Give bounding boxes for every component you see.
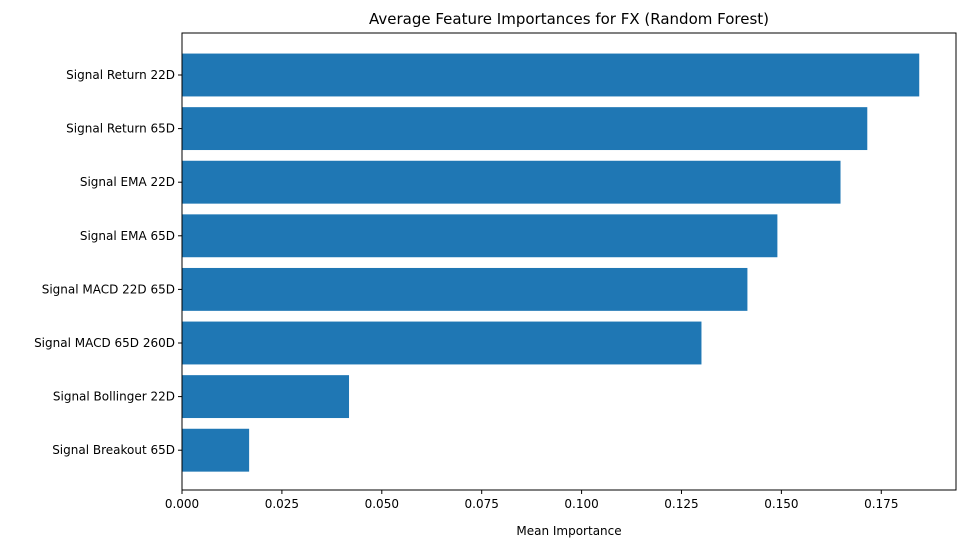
y-tick-label: Signal Breakout 65D bbox=[52, 443, 175, 457]
x-tick-label: 0.100 bbox=[564, 497, 598, 511]
y-tick-label: Signal Bollinger 22D bbox=[53, 390, 175, 404]
bar bbox=[182, 214, 777, 257]
chart-title: Average Feature Importances for FX (Rand… bbox=[369, 10, 769, 28]
bar bbox=[182, 375, 349, 418]
y-tick-label: Signal EMA 22D bbox=[80, 175, 175, 189]
x-tick-label: 0.150 bbox=[764, 497, 798, 511]
x-tick-label: 0.175 bbox=[864, 497, 898, 511]
bar bbox=[182, 322, 701, 365]
x-tick-label: 0.125 bbox=[664, 497, 698, 511]
axes-frame bbox=[182, 33, 956, 490]
bar bbox=[182, 107, 867, 150]
plot-area: Signal Return 22D Signal Return 65D Signal… bbox=[34, 33, 956, 511]
x-tick-label: 0.025 bbox=[265, 497, 299, 511]
x-tick-label: 0.000 bbox=[165, 497, 199, 511]
x-axis-label: Mean Importance bbox=[516, 524, 621, 538]
bar bbox=[182, 54, 919, 97]
bar bbox=[182, 161, 841, 204]
y-tick-label: Signal EMA 65D bbox=[80, 229, 175, 243]
y-tick-label: Signal MACD 65D 260D bbox=[34, 336, 175, 350]
bar bbox=[182, 268, 747, 311]
y-tick-label: Signal Return 22D bbox=[66, 68, 175, 82]
x-tick-label: 0.050 bbox=[365, 497, 399, 511]
y-tick-label: Signal Return 65D bbox=[66, 122, 175, 136]
x-tick-label: 0.075 bbox=[465, 497, 499, 511]
bar bbox=[182, 429, 249, 472]
y-tick-label: Signal MACD 22D 65D bbox=[42, 282, 175, 296]
